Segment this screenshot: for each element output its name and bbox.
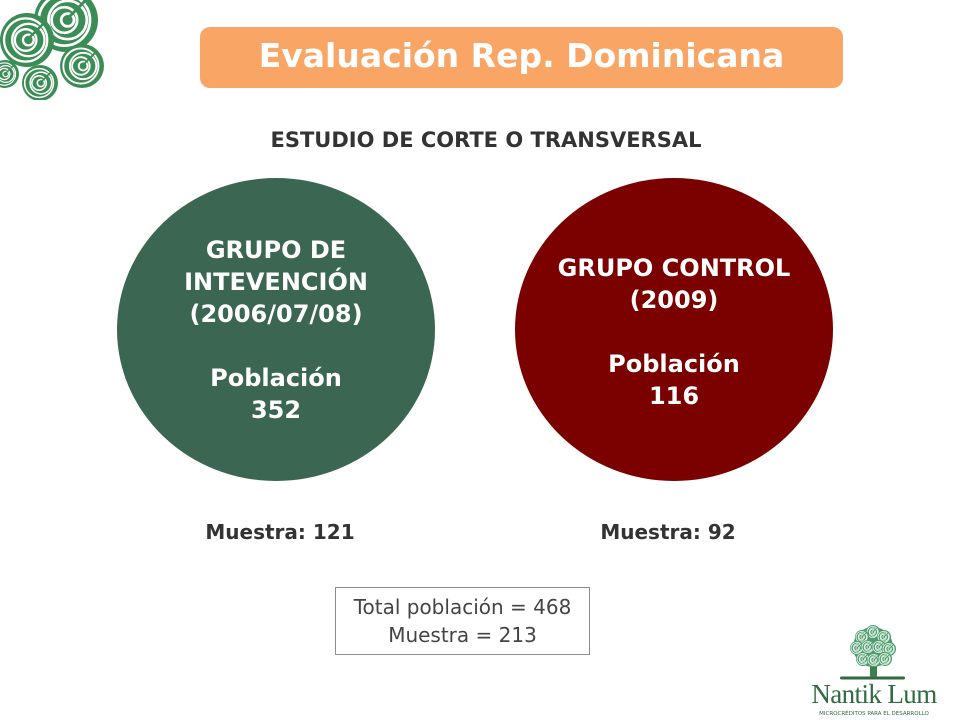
spiral-icon (0, 13, 54, 67)
spiral-ring (877, 645, 882, 649)
spiral-ring (868, 627, 878, 637)
title-banner: Evaluación Rep. Dominicana (200, 27, 843, 88)
spiral-ring (880, 654, 890, 664)
spiral-ring (47, 0, 89, 41)
population-value: 116 (648, 382, 700, 410)
spiral-icon (878, 652, 892, 666)
spiral-break (862, 653, 869, 660)
tree-ground (840, 676, 905, 680)
spiral-ring (857, 632, 867, 642)
spiral-ring (31, 75, 48, 91)
spiral-break (26, 20, 47, 41)
spiral-ring (883, 657, 888, 661)
spiral-ring (885, 645, 892, 653)
group-period: (2006/07/08) (189, 300, 363, 328)
spiral-ring (71, 56, 91, 76)
spiral-ring (859, 655, 866, 663)
spiral-break (867, 641, 874, 648)
spiral-ring (21, 33, 35, 47)
spiral-break (872, 626, 879, 633)
spiral-break (884, 653, 891, 660)
spiral-ring (887, 647, 892, 651)
spiral-ring (872, 658, 877, 662)
spiral-ring (869, 628, 876, 636)
spiral-ring (77, 60, 89, 72)
spiral-cluster-icon (0, 0, 104, 100)
spiral-icon (866, 625, 880, 639)
spiral-ring (855, 646, 860, 650)
spiral-break (39, 69, 54, 84)
spiral-tree-icon (840, 625, 905, 680)
spiral-ring (59, 12, 76, 28)
intervention-group-text: GRUPO DE INTEVENCIÓN (2006/07/08) Poblac… (117, 234, 435, 426)
intervention-group-circle: GRUPO DE INTEVENCIÓN (2006/07/08) Poblac… (117, 178, 435, 481)
spiral-ring (880, 633, 887, 641)
tree-trunk (870, 664, 877, 677)
spiral-ring (23, 67, 55, 99)
spiral-ring (866, 645, 871, 649)
spiral-ring (0, 62, 17, 86)
slide-title: Evaluación Rep. Dominicana (258, 36, 785, 75)
spiral-ring (13, 28, 38, 52)
spiral-ring (884, 644, 894, 654)
spiral-break (878, 641, 885, 648)
intervention-sample: Muestra: 121 (205, 520, 355, 544)
spiral-ring (882, 635, 887, 639)
spiral-ring (878, 652, 891, 665)
spiral-break (883, 631, 890, 638)
spiral-ring (866, 626, 879, 638)
spiral-icon (60, 44, 104, 88)
population-label: Población (608, 350, 740, 378)
control-sample: Muestra: 92 (600, 520, 736, 544)
spiral-ring (0, 67, 11, 81)
population-value: 352 (250, 396, 302, 424)
control-group-circle: GRUPO CONTROL (2009) Población 116 (515, 178, 833, 481)
spiral-ring (11, 22, 46, 58)
summary-box: Total población = 468 Muestra = 213 (335, 587, 590, 655)
spiral-ring (36, 78, 46, 88)
spiral-ring (68, 51, 98, 81)
spiral-break (64, 0, 89, 22)
spiral-ring (29, 71, 53, 95)
spiral-break (861, 631, 868, 638)
group-title-line: INTEVENCIÓN (184, 268, 368, 296)
group-period: (2009) (629, 286, 719, 314)
slide-subtitle: ESTUDIO DE CORTE O TRANSVERSAL (270, 128, 702, 152)
spiral-ring (879, 632, 889, 642)
spiral-ring (875, 643, 882, 651)
spiral-icon (0, 60, 19, 88)
spiral-ring (2, 70, 10, 78)
spiral-ring (0, 65, 15, 83)
brand-logo: Nantik Lum MICROCRÉDITOS PARA EL DESARRO… (808, 622, 940, 718)
spiral-ring (870, 656, 877, 664)
spiral-break (888, 643, 895, 650)
spiral-icon (850, 641, 864, 655)
group-title-line: GRUPO DE (205, 236, 347, 264)
spiral-break (856, 642, 863, 649)
spiral-ring (881, 655, 888, 663)
spiral-icon (22, 65, 58, 100)
spiral-break (4, 63, 16, 75)
total-population: Total población = 468 (353, 595, 572, 619)
spiral-ring (855, 630, 868, 643)
spiral-ring (62, 47, 100, 85)
control-group-text: GRUPO CONTROL (2009) Población 116 (515, 252, 833, 412)
spiral-ring (853, 644, 860, 652)
group-title-line: GRUPO CONTROL (557, 254, 791, 282)
spiral-ring (860, 635, 865, 639)
population-label: Población (210, 364, 342, 392)
spiral-break (81, 49, 99, 67)
spiral-ring (858, 633, 865, 641)
spiral-break (873, 654, 880, 661)
spiral-ring (861, 657, 866, 661)
brand-name: Nantik Lum (811, 679, 937, 709)
spiral-ring (2, 17, 49, 63)
spiral-ring (50, 5, 79, 35)
spiral-ring (871, 630, 876, 634)
brand-tagline: MICROCRÉDITOS PARA EL DESARROLLO (819, 711, 929, 717)
total-sample: Muestra = 213 (388, 623, 537, 647)
spiral-ring (864, 643, 871, 651)
